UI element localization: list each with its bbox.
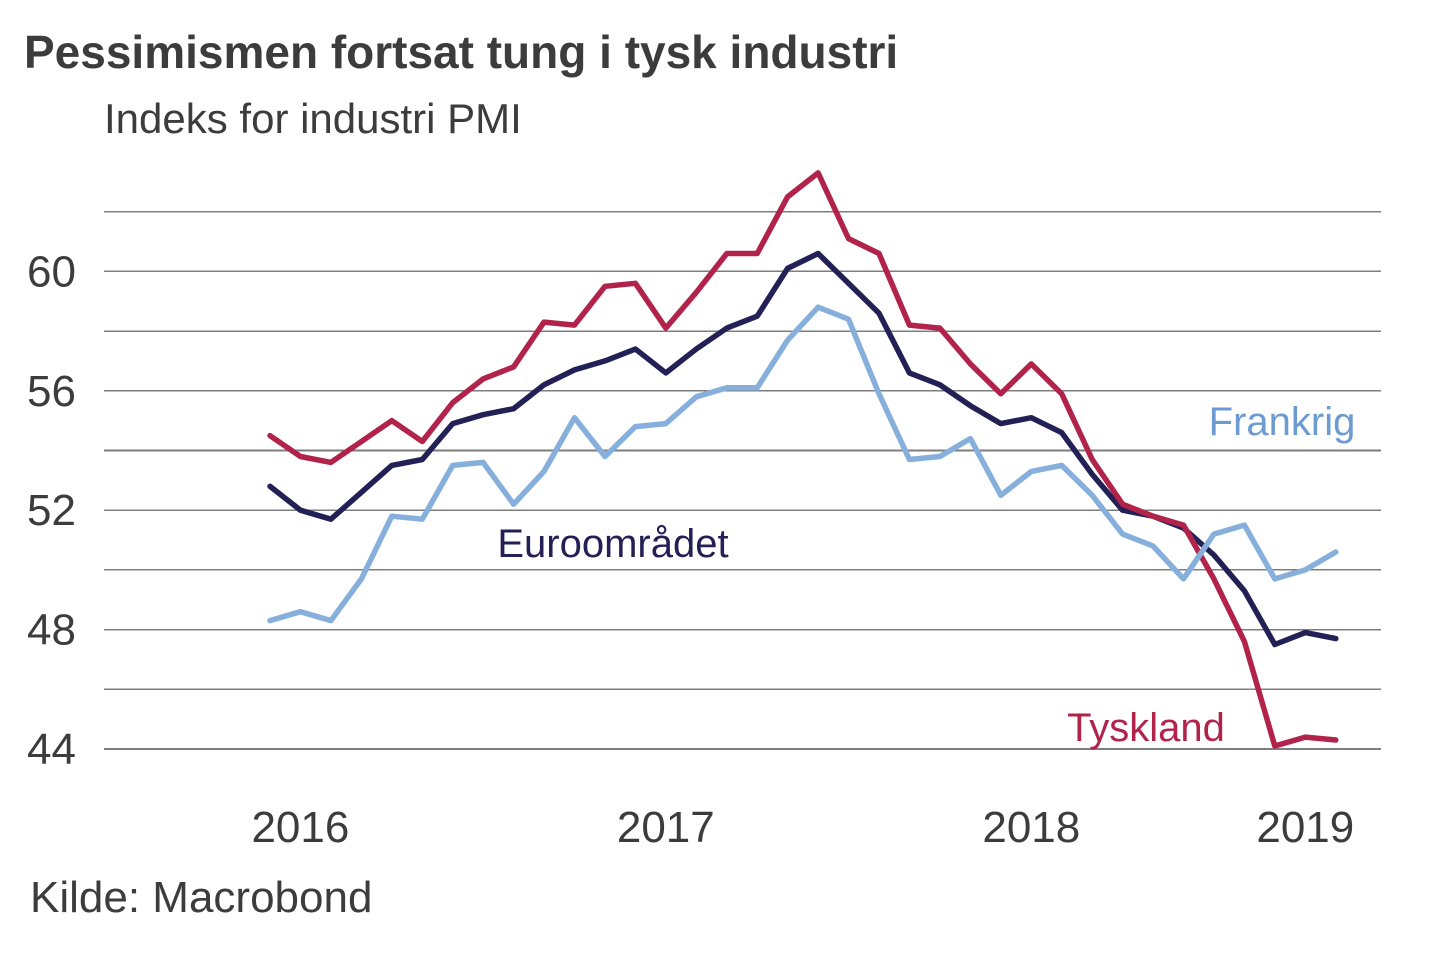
- chart-title: Pessimismen fortsat tung i tysk industri: [24, 26, 899, 78]
- series-label-frankrig: Frankrig: [1209, 400, 1356, 444]
- x-axis-label-2019: 2019: [1256, 803, 1354, 852]
- y-axis-label-44: 44: [27, 725, 76, 774]
- series-line-frankrig: [267, 304, 1339, 624]
- y-axis-label-52: 52: [27, 486, 76, 535]
- y-axis-label-48: 48: [27, 606, 76, 655]
- chart-subtitle: Indeks for industri PMI: [104, 95, 522, 142]
- x-axis-label-2017: 2017: [617, 803, 715, 852]
- y-axis-label-56: 56: [27, 367, 76, 416]
- y-axis-label-60: 60: [27, 247, 76, 296]
- source-note: Kilde: Macrobond: [30, 873, 373, 922]
- series-line-euroområdet: [267, 250, 1339, 648]
- series-line-tyskland: [267, 170, 1339, 749]
- series-label-euroområdet: Euroområdet: [497, 522, 728, 566]
- series-label-tyskland: Tyskland: [1067, 706, 1225, 750]
- x-axis-label-2016: 2016: [251, 803, 349, 852]
- x-axis-label-2018: 2018: [982, 803, 1080, 852]
